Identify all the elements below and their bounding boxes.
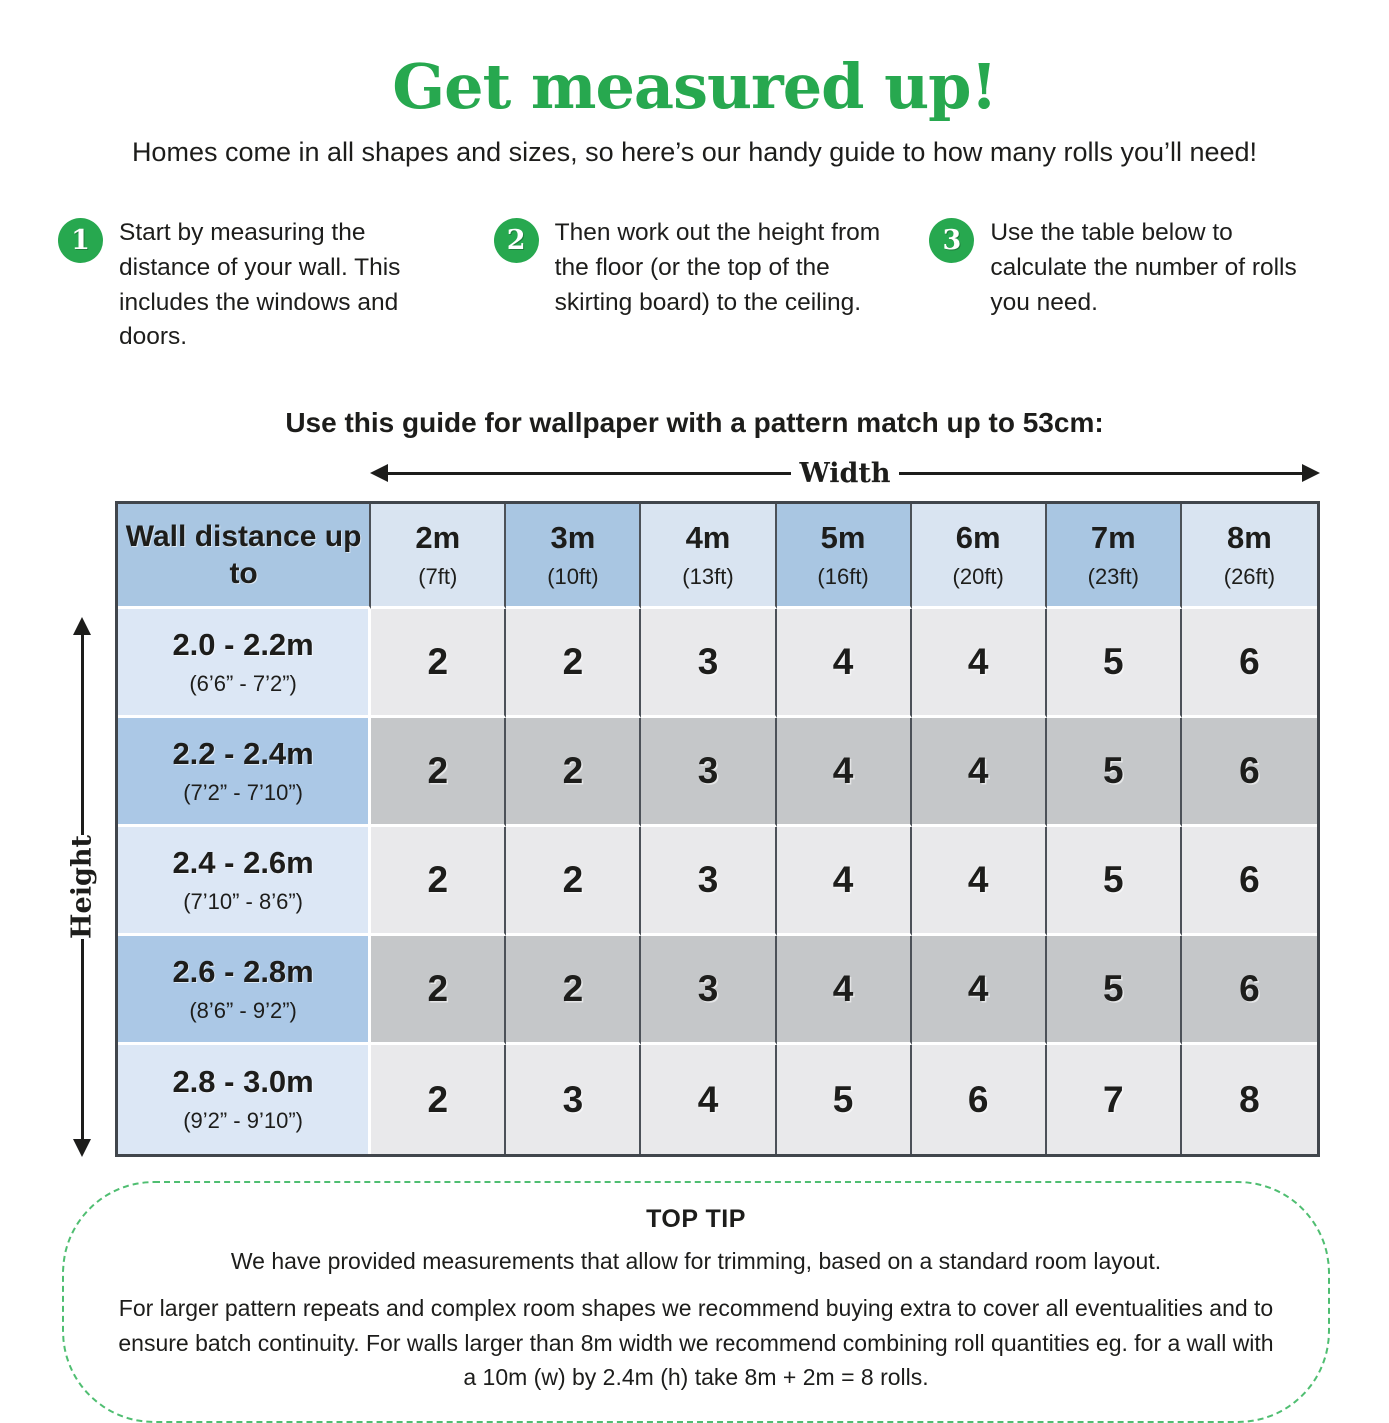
cell-value: 8 — [1181, 1045, 1317, 1155]
cell-value: 5 — [1046, 936, 1182, 1046]
measurement-table-area: Width Height Wall distance up to — [67, 455, 1320, 1158]
arrow-right-icon — [1302, 464, 1320, 483]
cell-value: 5 — [776, 1045, 912, 1155]
steps-row: 1 Start by measuring the distance of you… — [58, 216, 1329, 355]
cell-value: 6 — [911, 1045, 1047, 1155]
step-3: 3 Use the table below to calculate the n… — [929, 216, 1329, 355]
table-row: 2.0 - 2.2m (6’6” - 7’2”) 2 2 3 4 4 5 6 — [118, 609, 1317, 719]
cell-value: 3 — [641, 718, 777, 828]
cell-value: 6 — [1181, 718, 1317, 828]
step-2: 2 Then work out the height from the floo… — [493, 216, 894, 355]
cell-value: 2 — [506, 609, 642, 719]
table-row: 2.6 - 2.8m (8’6” - 9’2”) 2 2 3 4 4 5 6 — [118, 936, 1317, 1046]
row-header-2.4-2.6m: 2.4 - 2.6m (7’10” - 8’6”) — [118, 827, 372, 937]
cell-value: 3 — [641, 609, 777, 719]
height-label-box: Height — [63, 835, 101, 939]
step-2-number: 2 — [506, 225, 526, 256]
step-1-number: 1 — [71, 225, 90, 256]
cell-value: 2 — [506, 936, 642, 1046]
page-subtitle: Homes come in all shapes and sizes, so h… — [131, 137, 1258, 167]
cell-value: 3 — [641, 936, 777, 1046]
cell-value: 3 — [641, 827, 777, 937]
cell-value: 4 — [911, 609, 1047, 719]
column-header-2m: 2m (7ft) — [371, 504, 507, 610]
step-3-number-badge: 3 — [929, 218, 975, 263]
step-1-number-badge: 1 — [58, 218, 103, 263]
column-header-6m: 6m (20ft) — [911, 504, 1047, 610]
width-arrow: Width — [370, 455, 1320, 491]
width-label: Width — [799, 457, 891, 489]
cell-value: 6 — [1181, 827, 1317, 937]
table-row: 2.8 - 3.0m (9’2” - 9’10”) 2 3 4 5 6 7 8 — [118, 1045, 1317, 1155]
arrow-down-icon — [73, 1139, 91, 1158]
top-tip-heading: TOP TIP — [646, 1205, 746, 1234]
cell-value: 2 — [506, 827, 642, 937]
row-header-2.8-3.0m: 2.8 - 3.0m (9’2” - 9’10”) — [118, 1045, 372, 1155]
cell-value: 4 — [776, 936, 912, 1046]
corner-header: Wall distance up to — [118, 504, 372, 610]
cell-value: 2 — [371, 718, 507, 828]
height-label: Height — [66, 835, 98, 940]
row-header-2.2-2.4m: 2.2 - 2.4m (7’2” - 7’10”) — [118, 718, 372, 828]
cell-value: 4 — [911, 936, 1047, 1046]
cell-value: 6 — [1181, 936, 1317, 1046]
step-2-number-badge: 2 — [493, 218, 539, 263]
top-tip-line2: For larger pattern repeats and complex r… — [118, 1295, 1274, 1391]
cell-value: 4 — [776, 609, 912, 719]
step-3-text: Use the table below to calculate the num… — [990, 219, 1297, 316]
column-header-8m: 8m (26ft) — [1181, 504, 1317, 610]
top-tip-line1: We have provided measurements that allow… — [230, 1248, 1162, 1275]
cell-value: 3 — [506, 1045, 642, 1155]
cell-value: 2 — [371, 936, 507, 1046]
column-header-7m: 7m (23ft) — [1046, 504, 1182, 610]
cell-value: 4 — [911, 827, 1047, 937]
cell-value: 2 — [506, 718, 642, 828]
row-header-2.6-2.8m: 2.6 - 2.8m (8’6” - 9’2”) — [118, 936, 372, 1046]
cell-value: 4 — [776, 827, 912, 937]
column-header-3m: 3m (10ft) — [506, 504, 642, 610]
top-tip-box: TOP TIP We have provided measurements th… — [62, 1181, 1330, 1423]
table-header-row: Wall distance up to 2m (7ft) 3m (10ft) 4… — [118, 504, 1317, 610]
row-header-2.0-2.2m: 2.0 - 2.2m (6’6” - 7’2”) — [118, 609, 372, 719]
cell-value: 5 — [1046, 718, 1182, 828]
table-row: 2.4 - 2.6m (7’10” - 8’6”) 2 2 3 4 4 5 6 — [118, 827, 1317, 937]
cell-value: 6 — [1181, 609, 1317, 719]
cell-value: 4 — [911, 718, 1047, 828]
rolls-table: Wall distance up to 2m (7ft) 3m (10ft) 4… — [118, 504, 1317, 1155]
step-1-text: Start by measuring the distance of your … — [119, 219, 401, 351]
arrow-up-icon — [73, 617, 91, 636]
cell-value: 5 — [1046, 827, 1182, 937]
guide-heading: Use this guide for wallpaper with a patt… — [285, 407, 1104, 439]
column-header-4m: 4m (13ft) — [641, 504, 777, 610]
rolls-table-frame: Wall distance up to 2m (7ft) 3m (10ft) 4… — [115, 501, 1320, 1158]
wallpaper-measuring-guide: Get measured up! Homes come in all shape… — [58, 50, 1330, 1423]
step-3-number: 3 — [942, 225, 962, 256]
step-2-text: Then work out the height from the floor … — [554, 219, 881, 316]
cell-value: 5 — [1046, 609, 1182, 719]
cell-value: 2 — [371, 827, 507, 937]
cell-value: 2 — [371, 1045, 507, 1155]
cell-value: 4 — [641, 1045, 777, 1155]
cell-value: 4 — [776, 718, 912, 828]
arrow-left-icon — [370, 464, 388, 483]
page-title: Get measured up! — [392, 50, 998, 123]
cell-value: 7 — [1046, 1045, 1182, 1155]
height-arrow: Height — [63, 617, 101, 1158]
table-row: 2.2 - 2.4m (7’2” - 7’10”) 2 2 3 4 4 5 6 — [118, 718, 1317, 828]
cell-value: 2 — [371, 609, 507, 719]
column-header-5m: 5m (16ft) — [776, 504, 912, 610]
step-1: 1 Start by measuring the distance of you… — [58, 216, 458, 355]
